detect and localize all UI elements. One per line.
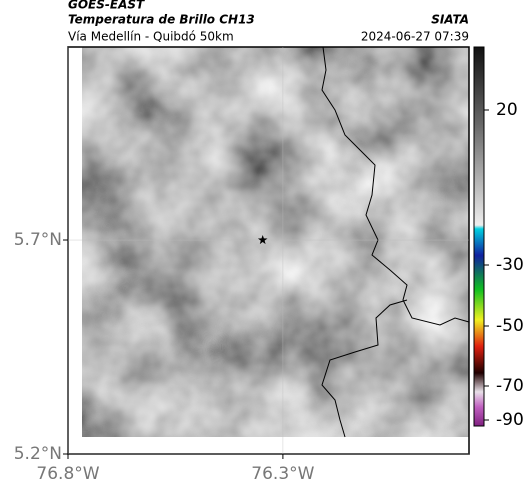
location-marker <box>257 235 268 245</box>
lat-label: 5.7°N <box>14 230 62 250</box>
colorbar-label: -50 <box>496 316 524 336</box>
colorbar-label: -70 <box>496 376 524 396</box>
lat-label: 5.2°N <box>14 444 62 464</box>
map <box>67 46 470 455</box>
border <box>321 299 408 438</box>
colorbar-label: -90 <box>496 410 524 430</box>
lon-label: 76.8°W <box>36 464 99 484</box>
colorbar-gradient <box>473 46 485 427</box>
colorbar: 20 -30 -50 -70 -90 <box>473 46 524 430</box>
border <box>321 46 470 326</box>
satellite: GOES-EAST <box>68 0 145 12</box>
subtitle: Vía Medellín - Quibdó 50km <box>68 30 234 44</box>
colorbar-label: 20 <box>496 100 518 120</box>
brightness-field <box>82 47 469 437</box>
title: Temperatura de Brillo CH13 <box>68 13 255 27</box>
colorbar-label: -30 <box>496 255 524 275</box>
timestamp: 2024-06-27 07:39 <box>361 30 469 44</box>
lon-label: 76.3°W <box>251 464 314 484</box>
source: SIATA <box>431 13 469 27</box>
